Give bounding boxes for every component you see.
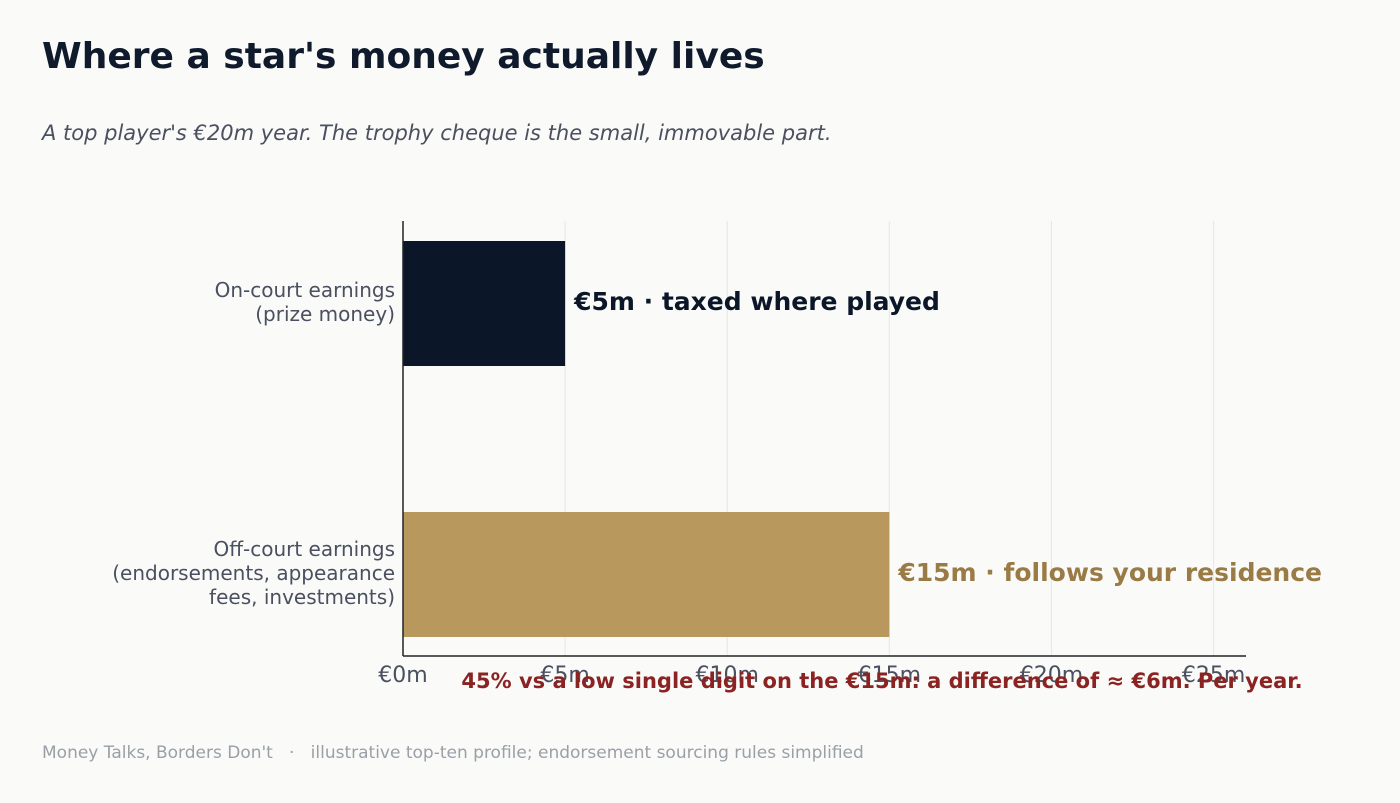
chart-subtitle: A top player's €20m year. The trophy che… (40, 121, 832, 145)
bar (403, 241, 566, 366)
plot-area: €0m €5m €10m €15m €20m €25m €5m · taxed where … (112, 221, 1322, 688)
annotation: 45% vs a low single digit on the €15m: a… (461, 669, 1302, 693)
chart-title: Where a star's money actually lives (42, 36, 765, 77)
value-label: €15m · follows your residence (897, 558, 1322, 587)
y-tick-label: On-court earnings (prize money) (215, 278, 395, 326)
x-tick-label: €15m (858, 663, 921, 688)
x-tick-label: €0m (378, 663, 427, 688)
y-tick-label: Off-court earnings (endorsements, appeara… (112, 537, 395, 609)
x-tick-label: €5m (540, 663, 589, 688)
x-tick-label: €25m (1182, 663, 1245, 688)
bar (403, 512, 890, 637)
x-tick-label: €20m (1020, 663, 1083, 688)
value-label: €5m · taxed where played (573, 287, 940, 316)
footer: Money Talks, Borders Don't · illustrativ… (42, 743, 864, 763)
x-tick-label: €10m (696, 663, 759, 688)
